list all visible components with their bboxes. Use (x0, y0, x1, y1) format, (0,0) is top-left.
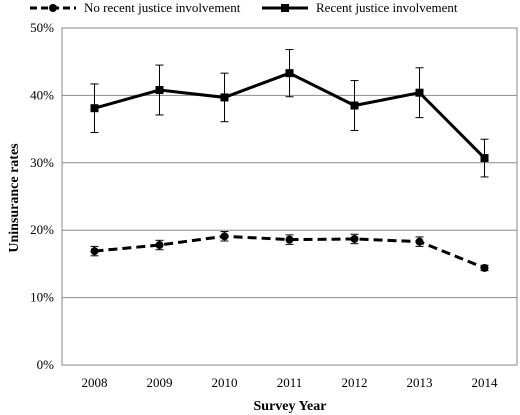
data-point (155, 241, 164, 250)
x-axis-ticks: 2008 2009 2010 2011 2012 2013 2014 (82, 375, 499, 390)
x-tick-label: 2009 (147, 375, 173, 390)
series-recent-justice-involvement (90, 49, 489, 178)
x-tick-label: 2012 (342, 375, 368, 390)
data-point (350, 101, 359, 110)
data-point (350, 234, 359, 243)
x-tick-label: 2008 (82, 375, 108, 390)
y-tick-label: 0% (37, 357, 55, 372)
y-tick-label: 50% (30, 20, 54, 35)
data-point (480, 154, 489, 163)
legend-label: No recent justice involvement (84, 0, 241, 15)
x-tick-label: 2013 (407, 375, 433, 390)
data-point (285, 235, 294, 244)
y-tick-label: 40% (30, 87, 54, 102)
data-point (480, 263, 489, 272)
legend-marker (281, 4, 289, 12)
data-point (220, 232, 229, 241)
series-no-recent-justice-involvement (90, 231, 489, 272)
x-tick-label: 2014 (472, 375, 499, 390)
plot-frame (61, 27, 518, 366)
data-point (90, 104, 99, 113)
y-axis-ticks: 0% 10% 20% 30% 40% 50% (30, 20, 54, 372)
y-tick-label: 30% (30, 155, 54, 170)
data-point (90, 247, 99, 256)
data-point (415, 88, 424, 97)
data-point (415, 237, 424, 246)
legend: No recent justice involvement Recent just… (30, 0, 458, 15)
y-axis-title: Uninsurance rates (7, 143, 22, 253)
data-point (155, 86, 164, 95)
legend-item: Recent justice involvement (262, 0, 458, 15)
y-tick-label: 20% (30, 222, 54, 237)
y-tick-label: 10% (30, 290, 54, 305)
x-axis-title: Survey Year (254, 399, 327, 414)
data-point (285, 69, 294, 78)
legend-item: No recent justice involvement (30, 0, 241, 15)
plot-area (90, 49, 489, 272)
legend-marker (49, 4, 57, 12)
data-point (220, 93, 229, 102)
legend-label: Recent justice involvement (316, 0, 458, 15)
x-tick-label: 2011 (277, 375, 303, 390)
x-tick-label: 2010 (212, 375, 238, 390)
